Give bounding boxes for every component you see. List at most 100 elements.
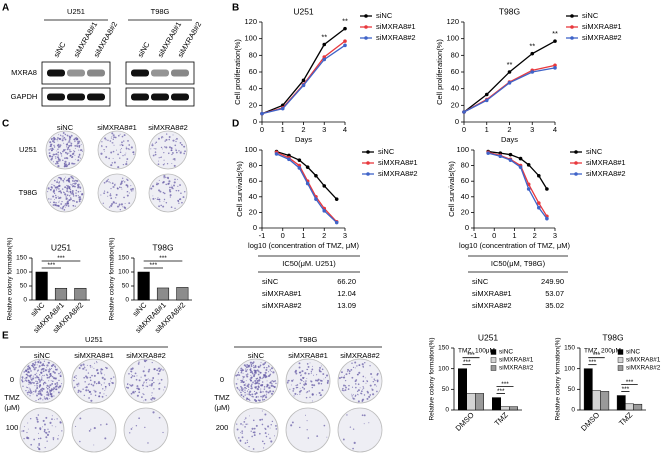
colony (261, 418, 264, 421)
colony (345, 373, 348, 376)
colony (59, 207, 62, 209)
colony (250, 363, 253, 366)
colony (59, 196, 62, 199)
colony (74, 147, 76, 149)
colony (168, 138, 170, 141)
colony (248, 392, 250, 394)
colony (29, 388, 31, 390)
colony (46, 384, 49, 387)
colony (21, 380, 24, 383)
colony (348, 370, 351, 373)
point (322, 42, 327, 47)
colony (259, 390, 262, 392)
legend-label: siMXRA8#1 (582, 22, 622, 31)
colony (135, 378, 138, 381)
point (322, 184, 327, 188)
colony-plate (45, 173, 85, 213)
colony (169, 188, 171, 190)
colony (50, 367, 52, 370)
colony (346, 414, 348, 416)
colony (51, 375, 54, 378)
chart-title: T98G (499, 6, 520, 16)
table-cell: siNC (472, 277, 489, 286)
colony (306, 378, 308, 379)
colony (239, 439, 242, 442)
colony (66, 185, 69, 188)
colony (110, 188, 112, 190)
colony (85, 375, 87, 378)
colony (34, 373, 37, 376)
colony (363, 394, 366, 396)
colony (151, 397, 154, 400)
colony (48, 380, 50, 382)
colony (143, 382, 145, 384)
panel-letter: E (2, 331, 9, 342)
colony (53, 141, 56, 144)
colony (267, 391, 270, 394)
significance: *** (467, 352, 475, 359)
colony (67, 202, 69, 205)
lane-label: siNC (52, 40, 68, 59)
colony (131, 375, 134, 377)
colony (240, 385, 242, 388)
colony (243, 384, 246, 387)
colony (100, 371, 102, 373)
colony (65, 163, 67, 165)
colony (48, 386, 50, 388)
colony (169, 186, 171, 189)
y-tick-label: 100 (244, 34, 257, 43)
colony (50, 364, 54, 367)
y-tick-label: 0 (465, 223, 469, 232)
colony (121, 141, 123, 144)
colony (55, 388, 57, 391)
x-tick-label: 2 (322, 231, 326, 240)
x-tick-label: 2 (533, 231, 537, 240)
colony (268, 385, 270, 387)
colony (244, 442, 247, 444)
colony (174, 207, 176, 210)
colony (94, 383, 96, 385)
colony (244, 386, 247, 389)
colony (353, 394, 354, 396)
colony (45, 373, 48, 375)
colony (32, 362, 35, 366)
colony (73, 200, 74, 202)
column-label: siMXRA8#2 (126, 351, 166, 360)
colony (43, 396, 45, 398)
colony (104, 374, 106, 376)
colony (115, 202, 117, 205)
colony (162, 205, 165, 208)
colony (112, 158, 114, 160)
plate (71, 358, 117, 404)
colony (263, 363, 265, 365)
colony (255, 382, 258, 385)
colony (131, 187, 134, 190)
colony (55, 189, 58, 191)
colony (49, 145, 52, 148)
blot-band (47, 69, 65, 77)
point (305, 165, 310, 169)
colony (310, 380, 312, 382)
y-tick-label: 100 (438, 365, 449, 372)
colony (100, 194, 102, 196)
x-tick-label: 0 (260, 125, 264, 134)
colony (241, 388, 244, 392)
colony (71, 155, 74, 158)
colony (73, 379, 75, 382)
bar (54, 287, 68, 301)
colony (65, 176, 67, 178)
colony (372, 393, 375, 396)
colony (154, 153, 157, 156)
colony (352, 397, 354, 399)
colony (353, 441, 356, 444)
colony (56, 381, 59, 384)
colony (351, 376, 354, 379)
colony (62, 138, 64, 140)
colony (111, 382, 114, 385)
colony (153, 368, 156, 371)
colony (130, 185, 132, 187)
colony (362, 380, 364, 382)
colony (100, 384, 103, 386)
colony (343, 384, 345, 387)
colony (245, 368, 247, 370)
